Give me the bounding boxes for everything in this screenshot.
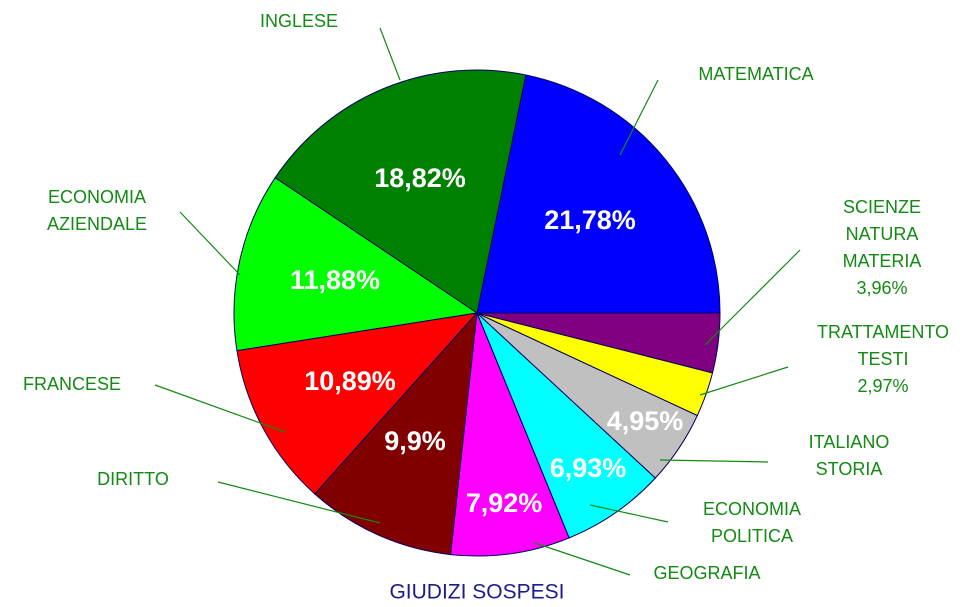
value-label: 9,9%: [384, 426, 446, 456]
category-label: SCIENZE NATURA MATERIA: [843, 197, 922, 271]
category-label: FRANCESE: [23, 374, 121, 394]
value-label: 7,92%: [466, 488, 543, 518]
category-label: ECONOMIA AZIENDALE: [47, 187, 147, 234]
category-line: MATERIA: [843, 251, 922, 271]
slice: [476, 74, 721, 314]
leader-line: [704, 249, 801, 346]
leader-line: [534, 542, 631, 576]
leader-line: [659, 459, 769, 463]
category-line: SCIENZE: [843, 197, 921, 217]
leader-line: [619, 79, 659, 156]
slice: [476, 312, 721, 374]
category-line: DIRITTO: [97, 469, 169, 489]
category-line: POLITICA: [711, 526, 793, 546]
slice: [450, 312, 570, 557]
slice: [236, 312, 479, 495]
category-label: MATEMATICA: [698, 64, 813, 84]
value-label: 6,93%: [550, 453, 627, 483]
category-label: DIRITTO: [97, 469, 169, 489]
slice: [233, 176, 479, 352]
category-label: ITALIANO STORIA: [809, 432, 890, 479]
category-label: GEOGRAFIA: [653, 563, 760, 583]
chart-title: GIUDIZI SOSPESI: [389, 581, 564, 604]
category-label: ECONOMIA POLITICA: [703, 499, 801, 546]
value-label: 21,78%: [544, 205, 636, 235]
category-line: TRATTAMENTO: [817, 322, 949, 342]
slice: [476, 312, 657, 539]
value-label: 10,89%: [304, 366, 396, 396]
leader-line: [379, 27, 401, 81]
leader-line: [217, 481, 381, 524]
category-label: TRATTAMENTO TESTI: [817, 322, 949, 369]
value-label: 18,82%: [374, 163, 466, 193]
leader-line: [699, 366, 789, 396]
slices: [233, 69, 721, 557]
category-line: GEOGRAFIA: [653, 563, 760, 583]
slice: [314, 311, 478, 556]
value-label: 3,96%: [856, 278, 907, 298]
category-line: ITALIANO: [809, 432, 890, 452]
slice: [274, 69, 527, 314]
category-line: NATURA: [846, 224, 919, 244]
category-line: INGLESE: [260, 11, 338, 31]
category-line: AZIENDALE: [47, 214, 147, 234]
leader-line: [179, 211, 241, 276]
value-label: 4,95%: [607, 406, 684, 436]
category-line: FRANCESE: [23, 374, 121, 394]
category-line: STORIA: [816, 459, 883, 479]
category-label: INGLESE: [260, 11, 338, 31]
value-label: 11,88%: [290, 265, 380, 295]
leader-line: [154, 384, 286, 433]
category-line: MATEMATICA: [698, 64, 813, 84]
leader-line: [589, 504, 669, 523]
value-label: 2,97%: [857, 376, 908, 396]
category-line: TESTI: [857, 349, 908, 369]
category-line: ECONOMIA: [48, 187, 146, 207]
category-line: ECONOMIA: [703, 499, 801, 519]
